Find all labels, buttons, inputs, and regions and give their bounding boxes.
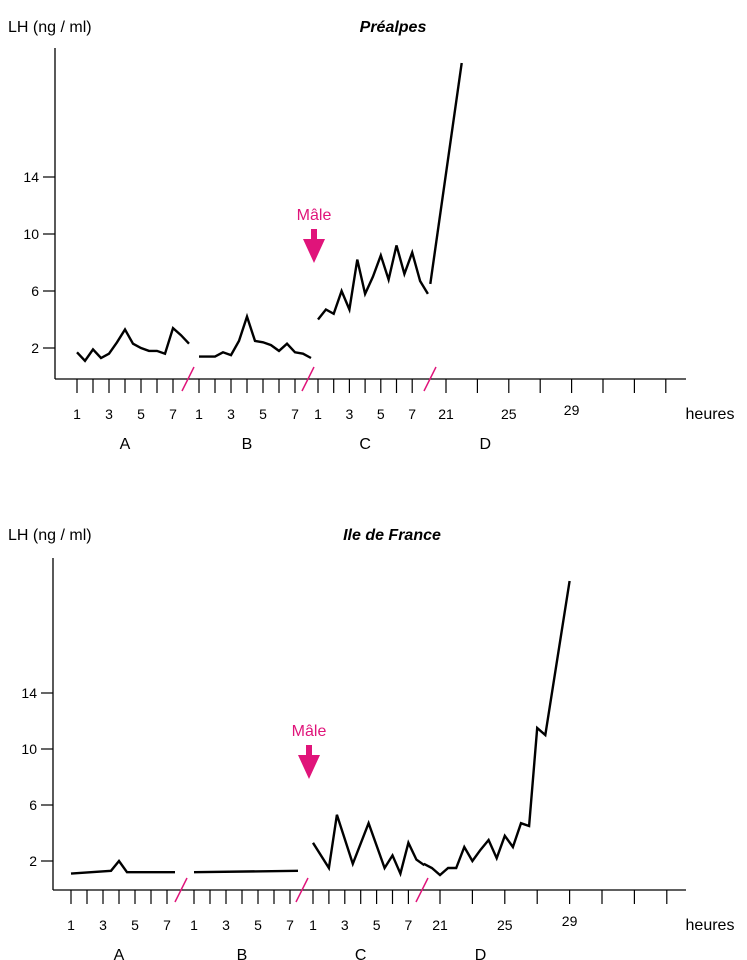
axis-break-mark: [295, 877, 309, 903]
y-tick-label: 10: [21, 741, 37, 757]
x-tick-label: 7: [408, 406, 416, 422]
x-tick-label: 3: [227, 406, 235, 422]
x-tick-label: 3: [99, 917, 107, 933]
axis-break-mark: [301, 366, 315, 392]
y-tick-label: 6: [29, 797, 37, 813]
axis-break-mark: [423, 366, 437, 392]
chart-title: Ile de France: [343, 527, 441, 544]
x-tick-label: 1: [190, 917, 198, 933]
x-tick-label: 21: [432, 917, 448, 933]
y-axis-title: LH (ng / ml): [8, 19, 92, 36]
chart-panel-prealpes: 2 6 10 14 LH (ng / ml) Préalpes heures 1 3 5 7 A 1 3 5…: [8, 19, 734, 453]
lh-series-phase-b: [199, 312, 312, 360]
axis-break-mark: [174, 877, 188, 903]
x-tick-label: 21: [438, 406, 454, 422]
lh-series-phase-b: [193, 869, 299, 874]
x-tick-label: 7: [286, 917, 294, 933]
male-arrow-icon: [303, 229, 325, 263]
x-tick-label: 3: [341, 917, 349, 933]
male-arrow-icon: [298, 745, 320, 779]
x-axis-title: heures: [686, 917, 735, 934]
x-tick-label: 1: [309, 917, 317, 933]
y-tick-label: 14: [21, 685, 37, 701]
phase-label: A: [114, 947, 125, 960]
phase-label: B: [237, 947, 248, 960]
x-tick-label: 29: [564, 402, 580, 418]
phase-label: D: [475, 947, 487, 960]
y-axis-title: LH (ng / ml): [8, 527, 92, 544]
lh-series-phase-a: [76, 325, 190, 363]
x-tick-label: 7: [405, 917, 413, 933]
lh-series-phase-c: [317, 245, 429, 321]
x-tick-label: 7: [169, 406, 177, 422]
axis-break-mark: [415, 877, 429, 903]
phase-label: D: [479, 436, 491, 453]
x-tick-label: 5: [254, 917, 262, 933]
phase-label: B: [242, 436, 253, 453]
x-tick-label: 5: [373, 917, 381, 933]
x-tick-label: 1: [73, 406, 81, 422]
x-tick-label: 5: [137, 406, 145, 422]
x-tick-label: 5: [259, 406, 267, 422]
x-tick-label: 3: [105, 406, 113, 422]
x-tick-label: 25: [497, 917, 513, 933]
phase-label: C: [355, 947, 367, 960]
x-tick-label: 7: [291, 406, 299, 422]
y-tick-label: 2: [29, 853, 37, 869]
y-tick-label: 10: [23, 226, 39, 242]
lh-series-phase-c: [311, 814, 425, 878]
x-axis-title: heures: [686, 406, 735, 423]
x-tick-label: 1: [314, 406, 322, 422]
chart-title: Préalpes: [360, 19, 427, 36]
x-tick-label: 5: [377, 406, 385, 422]
chart-panel-ile-de-france: 2 6 10 14 LH (ng / ml) Ile de France heures 1 3 5…: [8, 527, 734, 960]
x-tick-label: 1: [67, 917, 75, 933]
x-tick-label: 7: [163, 917, 171, 933]
lh-series-phase-d: [429, 62, 463, 285]
x-tick-label: 3: [346, 406, 354, 422]
y-tick-label: 6: [31, 283, 39, 299]
x-tick-label: 3: [222, 917, 230, 933]
phase-label: A: [120, 436, 131, 453]
lh-series-phase-a: [70, 859, 175, 875]
axis-break-mark: [181, 366, 195, 392]
x-tick-label: 29: [562, 913, 578, 929]
x-tick-label: 25: [501, 406, 517, 422]
x-tick-label: 1: [195, 406, 203, 422]
y-tick-label: 2: [31, 340, 39, 356]
male-annotation-label: Mâle: [297, 207, 332, 224]
y-tick-label: 14: [23, 169, 39, 185]
lh-series-phase-d: [423, 580, 571, 877]
x-tick-label: 5: [131, 917, 139, 933]
phase-label: C: [359, 436, 371, 453]
male-annotation-label: Mâle: [292, 723, 327, 740]
